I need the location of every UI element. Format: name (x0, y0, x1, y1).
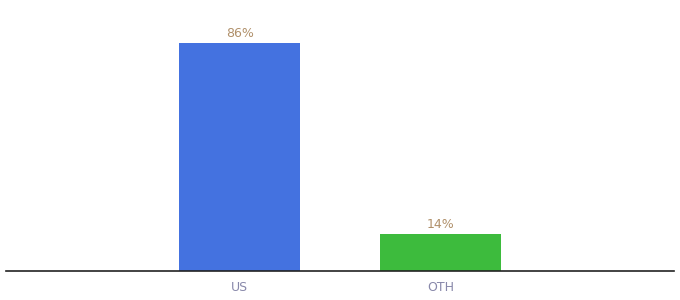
Bar (180, 43, 300, 271)
Text: 14%: 14% (426, 218, 454, 231)
Bar (380, 234, 500, 271)
Text: 86%: 86% (226, 26, 254, 40)
